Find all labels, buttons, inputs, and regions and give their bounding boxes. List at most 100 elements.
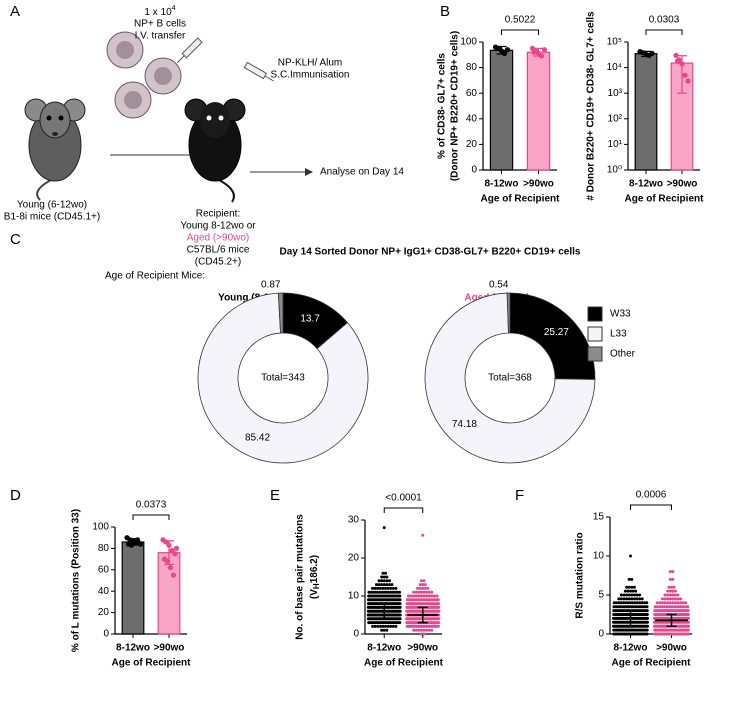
dot-row	[367, 590, 402, 594]
data-point	[164, 558, 171, 564]
transfer-text: 1 x 104	[144, 5, 175, 18]
y-axis-label: No. of base pair mutations	[295, 514, 306, 640]
dot-row	[653, 605, 690, 609]
x-tick-label: 8-12wo	[629, 179, 663, 190]
center-label: Total=368	[488, 373, 532, 384]
data-point	[673, 52, 679, 58]
iqr-whisker	[666, 613, 677, 627]
recipient-text: Recipient:	[196, 209, 240, 220]
legend-label: L33	[610, 329, 627, 340]
slice-label: 85.42	[245, 432, 270, 443]
y-tick-label: 15	[593, 512, 605, 523]
x-axis-label: Age of Recipient	[625, 194, 705, 205]
x-tick-label: >90wo	[523, 179, 554, 190]
y-axis-label: % of L mutations (Position 33)	[71, 509, 82, 652]
dot-row	[412, 628, 434, 632]
bar	[526, 51, 551, 171]
legend-label: W33	[610, 309, 631, 320]
panel-title: Day 14 Sorted Donor NP+ IgG1+ CD38-GL7+ …	[280, 247, 581, 258]
dot-row	[405, 598, 440, 602]
y-tick-label: 0	[353, 629, 359, 640]
y-tick-label: 10²	[608, 113, 623, 124]
x-axis-label: Age of Recipient	[112, 658, 192, 669]
dot-row	[627, 577, 634, 581]
data-point	[167, 565, 174, 571]
analysis-text: Analyse on Day 14	[320, 167, 404, 178]
dot-row	[419, 632, 426, 636]
y-tick-label: 80	[98, 543, 110, 554]
y-axis-label-part: 186.2)	[309, 555, 320, 583]
recipient-text: (CD45.2+)	[195, 257, 241, 268]
dot-row	[612, 628, 649, 632]
y-tick-label: 10⁰	[607, 165, 622, 176]
significance-bracket	[132, 514, 170, 520]
p-value: 0.0373	[136, 500, 167, 511]
slice-label: 74.18	[452, 419, 477, 430]
iqr-whisker	[417, 606, 428, 624]
dot-row	[374, 583, 394, 587]
recipient-text: Aged (>90wo)	[187, 233, 250, 244]
recipient-text: Young 8-12wo or	[180, 221, 256, 232]
x-axis-label: Age of Recipient	[364, 658, 444, 669]
y-tick-label: 0	[471, 165, 477, 176]
p-value: 0.0303	[649, 15, 680, 26]
x-tick-label: 8-12wo	[116, 643, 150, 654]
y-tick-label: 10	[593, 551, 605, 562]
y-tick-label: 0	[103, 629, 109, 640]
y-tick-label: 30	[348, 515, 360, 526]
data-point	[649, 50, 655, 56]
legend-swatch	[587, 346, 603, 362]
data-point	[173, 545, 180, 552]
data-point	[682, 72, 688, 78]
y-tick-label: 40	[98, 586, 110, 597]
x-tick-label: >90wo	[407, 643, 438, 654]
bar	[634, 53, 658, 171]
dot-row	[405, 624, 440, 628]
syringe	[176, 37, 203, 64]
y-tick-label: 100	[460, 37, 477, 48]
data-point	[679, 61, 685, 67]
significance-bracket	[645, 29, 683, 35]
transfer-text: NP+ B cells	[134, 19, 186, 30]
y-tick-label: 10¹	[608, 139, 623, 150]
dot-row	[668, 570, 675, 574]
dot-row	[653, 628, 690, 632]
dot-row	[421, 533, 425, 537]
significance-bracket	[630, 504, 672, 510]
text: 4	[172, 5, 176, 12]
donor-mouse	[24, 98, 86, 201]
transfer-text: I.V. transfer	[135, 31, 186, 42]
dot-row	[655, 601, 688, 605]
donut-slice	[197, 292, 369, 464]
panel-label: F	[515, 487, 524, 504]
dot-row	[405, 602, 441, 606]
dot-row	[382, 526, 386, 530]
p-value: 0.5022	[505, 15, 536, 26]
dot-row	[366, 598, 402, 602]
y-axis-label: R/S mutation ratio	[575, 532, 586, 618]
y-tick-label: 10⁵	[607, 37, 622, 48]
dot-row	[380, 628, 389, 632]
donut-slice	[506, 292, 511, 334]
x-tick-label: 8-12wo	[485, 179, 519, 190]
donut-slice	[509, 292, 596, 380]
dot-row	[629, 554, 632, 558]
y-axis-label: (Donor NP+ B220+ CD19+ cells)	[450, 31, 461, 181]
text: 1 x 10	[144, 7, 172, 18]
dot-row	[612, 605, 649, 609]
panel-label: C	[10, 231, 21, 248]
legend-swatch	[587, 326, 603, 342]
dot-row	[371, 586, 398, 590]
dot-row	[668, 577, 675, 581]
p-value: 0.0006	[636, 490, 667, 501]
center-label: Total=343	[261, 373, 305, 384]
immunisation-text: NP-KLH/ Alum	[278, 58, 342, 69]
bar	[121, 541, 145, 635]
dot-row	[367, 594, 402, 598]
panel-label: E	[270, 487, 280, 504]
panel-label: A	[10, 3, 20, 20]
significance-bracket	[501, 29, 539, 35]
dot-row	[667, 585, 676, 589]
panel-label: D	[10, 487, 21, 504]
immunisation-text: S.C.Immunisation	[271, 70, 350, 81]
